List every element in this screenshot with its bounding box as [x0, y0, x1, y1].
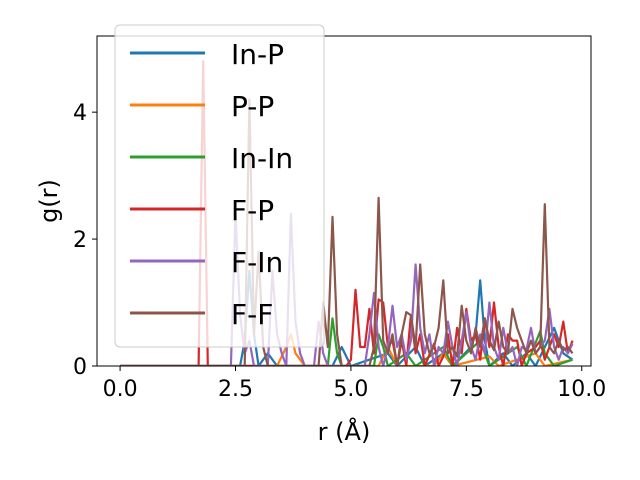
- legend-label: In-P: [231, 38, 284, 71]
- y-axis-label: g(r): [35, 179, 63, 223]
- legend-label: F-P: [231, 194, 274, 227]
- legend-label: P-P: [231, 90, 274, 123]
- x-axis-label: r (Å): [318, 417, 371, 446]
- legend-label: In-In: [231, 142, 293, 175]
- x-tick-label: 5.0: [333, 377, 368, 402]
- y-axis: 0 2 4: [73, 101, 97, 380]
- legend: In-P P-P In-In F-P F-In F-F: [114, 24, 325, 348]
- legend-box: [114, 24, 325, 348]
- y-tick-label: 2: [73, 228, 87, 253]
- legend-label: F-In: [231, 246, 283, 279]
- x-tick-label: 2.5: [218, 377, 253, 402]
- series-line-in-in: [120, 317, 573, 366]
- y-tick-label: 0: [73, 355, 87, 380]
- x-tick-label: 7.5: [449, 377, 484, 402]
- series-line-f-in: [120, 212, 574, 366]
- x-axis: 0.0 2.5 5.0 7.5 10.0: [103, 366, 606, 402]
- x-tick-label: 0.0: [103, 377, 138, 402]
- legend-label: F-F: [231, 298, 273, 331]
- y-tick-label: 4: [73, 101, 87, 126]
- plot-frame: [96, 35, 592, 367]
- series-line-f-f: [120, 98, 574, 366]
- series-layer: [120, 60, 574, 366]
- x-tick-label: 10.0: [557, 377, 606, 402]
